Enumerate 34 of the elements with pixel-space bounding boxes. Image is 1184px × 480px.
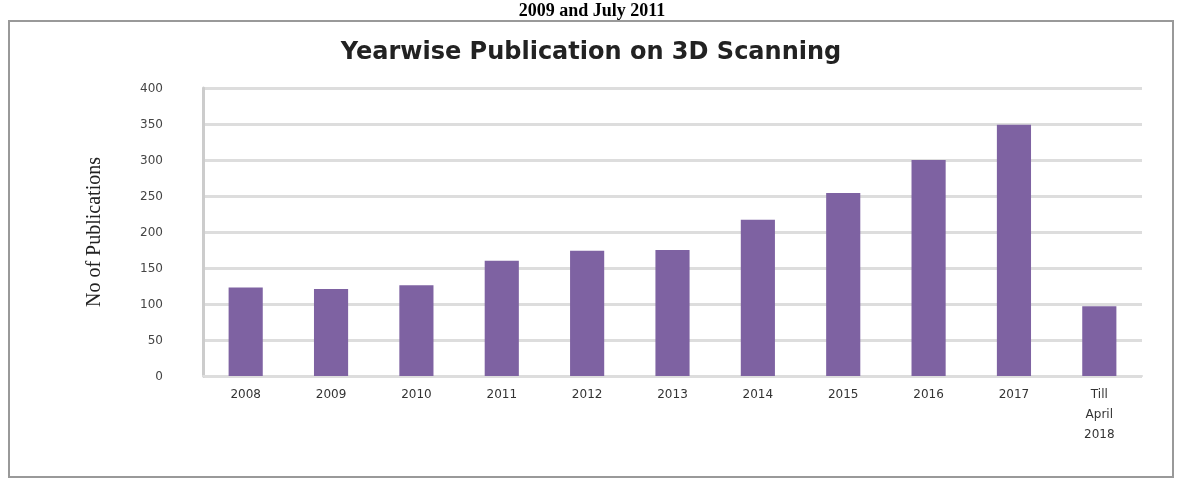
x-tick-label: 2015 [827, 387, 859, 401]
bar [1082, 306, 1117, 376]
y-tick-label: 50 [147, 333, 163, 347]
x-tick-label: 2008 [230, 387, 261, 401]
bar [570, 250, 605, 376]
x-tick-label: Till April 2018 [1084, 387, 1115, 441]
bar [228, 287, 263, 376]
x-tick-label: 2010 [401, 387, 432, 401]
bar [911, 160, 946, 376]
bar [399, 285, 434, 376]
bar [740, 219, 775, 376]
bar [996, 124, 1032, 376]
bar [313, 288, 349, 376]
chart-title: Yearwise Publication on 3D Scanning [339, 37, 842, 65]
y-tick-label: 350 [140, 117, 163, 131]
y-tick-label: 100 [140, 297, 163, 311]
bar [484, 260, 519, 376]
text: 2009 and July 2011 [517, 0, 667, 20]
y-axis-title: No of Publications [82, 156, 104, 307]
x-tick-label: 2016 [913, 387, 944, 401]
y-tick-label: 200 [140, 225, 163, 239]
x-tick-label: 2013 [657, 387, 688, 401]
y-tick-label: 0 [155, 369, 163, 383]
x-tick-label: 2014 [742, 387, 774, 401]
y-tick-label: 400 [140, 81, 163, 95]
x-tick-label: 2017 [998, 387, 1030, 401]
bar [826, 193, 861, 376]
y-tick-label: 300 [140, 153, 163, 167]
x-tick-label: 2009 [315, 387, 347, 401]
y-tick-label: 150 [140, 261, 163, 275]
x-tick-label: 2011 [486, 387, 518, 401]
x-tick-label: 2012 [571, 387, 603, 401]
y-tick-label: 250 [140, 189, 163, 203]
bar [655, 250, 690, 376]
